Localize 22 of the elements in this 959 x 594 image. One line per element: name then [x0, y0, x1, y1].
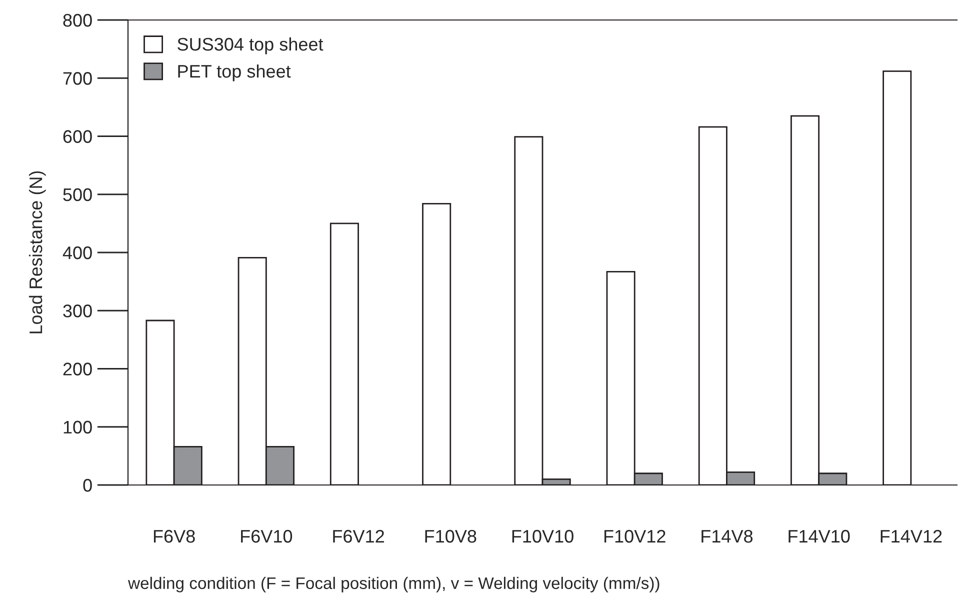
y-tick-label: 200 — [63, 362, 92, 376]
y-tick-label: 300 — [63, 304, 92, 318]
y-tick-label: 400 — [62, 246, 92, 260]
x-tick-label: F10V8 — [425, 530, 476, 543]
x-axis-title: welding condition (F = Focal position (mm), v = Welding velocity (mm/s)) — [128, 576, 660, 592]
x-tick-label: F10V10 — [512, 530, 574, 543]
y-tick-label: 100 — [64, 420, 92, 434]
y-axis-title: Load Resistance (N) — [28, 171, 46, 334]
y-tick-label: 600 — [63, 130, 92, 143]
legend-label: PET top sheet — [178, 64, 291, 82]
x-tick-label: F14V8 — [702, 530, 753, 543]
x-tick-label: F14V12 — [880, 530, 942, 543]
legend-label: SUS304 top sheet — [178, 37, 324, 54]
y-tick-label: 800 — [63, 14, 92, 27]
y-tick-label: 500 — [63, 188, 92, 202]
x-tick-label: F10V12 — [604, 530, 666, 543]
x-tick-label: F6V10 — [241, 530, 292, 543]
x-tick-label: F6V8 — [154, 530, 195, 543]
x-tick-label: F6V12 — [333, 530, 384, 543]
x-tick-label: F14V10 — [788, 530, 850, 543]
y-tick-label: 700 — [63, 72, 92, 85]
y-tick-label: 0 — [83, 478, 92, 492]
